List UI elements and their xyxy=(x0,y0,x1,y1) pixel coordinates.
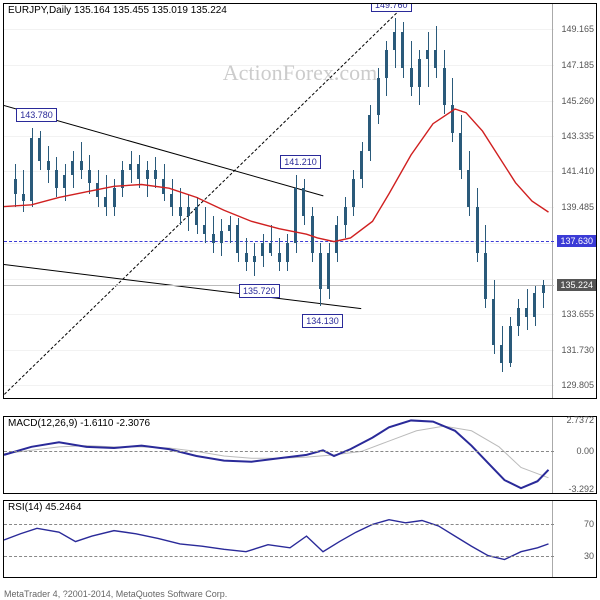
macd-panel[interactable]: MACD(12,26,9) -1.6110 -2.3076 -3.292 0.00… xyxy=(3,416,597,494)
price-label: 141.210 xyxy=(280,155,321,169)
ytick: 131.730 xyxy=(561,345,594,355)
price-flag: 135.224 xyxy=(557,279,596,291)
ytick: 2.7372 xyxy=(566,415,594,425)
ytick: 139.485 xyxy=(561,202,594,212)
ytick: 129.805 xyxy=(561,380,594,390)
price-flag: 137.630 xyxy=(557,235,596,247)
main-plot[interactable]: 27 Jan 201412 Mar 201425 Apr 201410 Jun … xyxy=(4,4,554,398)
price-label: 143.780 xyxy=(16,108,57,122)
rsi-yaxis: 30 70 xyxy=(552,501,596,577)
price-label: 149.760 xyxy=(371,4,412,12)
main-yaxis: 129.805 131.730 133.655 139.485 141.410 143.3… xyxy=(552,4,596,398)
price-label: 135.720 xyxy=(239,284,280,298)
main-title: EURJPY,Daily 135.164 135.455 135.019 135… xyxy=(6,5,229,16)
macd-title: MACD(12,26,9) -1.6110 -2.3076 xyxy=(6,418,152,429)
ytick: -3.292 xyxy=(568,484,594,494)
ytick: 145.260 xyxy=(561,96,594,106)
rsi-plot[interactable] xyxy=(4,501,554,577)
ytick: 133.655 xyxy=(561,309,594,319)
macd-yaxis: -3.292 0.00 2.7372 xyxy=(552,417,596,493)
main-price-chart[interactable]: EURJPY,Daily 135.164 135.455 135.019 135… xyxy=(3,3,597,399)
footer-text: MetaTrader 4, ?2001-2014, MetaQuotes Sof… xyxy=(4,589,227,599)
ytick: 141.410 xyxy=(561,166,594,176)
ytick: 30 xyxy=(584,551,594,561)
rsi-title: RSI(14) 45.2464 xyxy=(6,502,83,513)
ytick: 149.165 xyxy=(561,24,594,34)
ytick: 70 xyxy=(584,519,594,529)
price-label: 134.130 xyxy=(302,314,343,328)
ytick: 143.335 xyxy=(561,131,594,141)
ytick: 147.185 xyxy=(561,60,594,70)
ytick: 0.00 xyxy=(576,446,594,456)
rsi-panel[interactable]: RSI(14) 45.2464 30 70 xyxy=(3,500,597,578)
